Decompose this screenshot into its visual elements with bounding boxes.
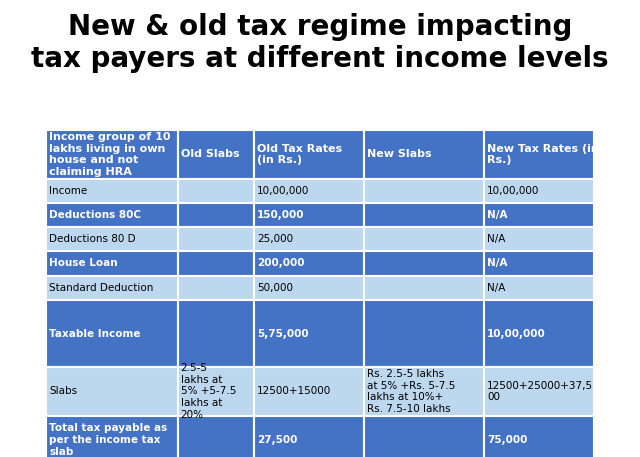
- Text: Slabs: Slabs: [49, 387, 77, 396]
- Text: New & old tax regime impacting
tax payers at different income levels: New & old tax regime impacting tax payer…: [31, 13, 609, 73]
- FancyBboxPatch shape: [364, 130, 484, 179]
- FancyBboxPatch shape: [484, 300, 594, 367]
- FancyBboxPatch shape: [46, 367, 178, 416]
- Text: Deductions 80C: Deductions 80C: [49, 210, 141, 220]
- FancyBboxPatch shape: [254, 130, 364, 179]
- FancyBboxPatch shape: [364, 276, 484, 300]
- FancyBboxPatch shape: [254, 300, 364, 367]
- FancyBboxPatch shape: [484, 276, 594, 300]
- FancyBboxPatch shape: [46, 251, 178, 276]
- FancyBboxPatch shape: [484, 203, 594, 227]
- Text: 10,00,000: 10,00,000: [487, 186, 540, 196]
- FancyBboxPatch shape: [254, 203, 364, 227]
- Text: 12500+25000+37,5
00: 12500+25000+37,5 00: [487, 381, 593, 402]
- FancyBboxPatch shape: [364, 227, 484, 251]
- Text: 2.5-5
lakhs at
5% +5-7.5
lakhs at
20%: 2.5-5 lakhs at 5% +5-7.5 lakhs at 20%: [180, 363, 236, 420]
- Text: Old Slabs: Old Slabs: [180, 149, 239, 159]
- Text: Income group of 10
lakhs living in own
house and not
claiming HRA: Income group of 10 lakhs living in own h…: [49, 132, 171, 177]
- Text: N/A: N/A: [487, 234, 506, 244]
- FancyBboxPatch shape: [364, 367, 484, 416]
- FancyBboxPatch shape: [254, 276, 364, 300]
- FancyBboxPatch shape: [484, 367, 594, 416]
- FancyBboxPatch shape: [484, 179, 594, 203]
- FancyBboxPatch shape: [178, 367, 254, 416]
- FancyBboxPatch shape: [178, 251, 254, 276]
- FancyBboxPatch shape: [46, 130, 594, 179]
- FancyBboxPatch shape: [46, 300, 178, 367]
- FancyBboxPatch shape: [46, 276, 178, 300]
- Text: Income: Income: [49, 186, 88, 196]
- Text: 27,500: 27,500: [257, 435, 298, 445]
- Text: House Loan: House Loan: [49, 259, 118, 269]
- FancyBboxPatch shape: [46, 416, 178, 457]
- Text: 50,000: 50,000: [257, 283, 293, 293]
- FancyBboxPatch shape: [484, 130, 594, 179]
- FancyBboxPatch shape: [484, 416, 594, 457]
- FancyBboxPatch shape: [178, 130, 254, 179]
- FancyBboxPatch shape: [254, 179, 364, 203]
- Text: Old Tax Rates
(in Rs.): Old Tax Rates (in Rs.): [257, 143, 342, 165]
- FancyBboxPatch shape: [46, 203, 178, 227]
- FancyBboxPatch shape: [364, 416, 484, 457]
- FancyBboxPatch shape: [178, 416, 254, 457]
- Text: Taxable Income: Taxable Income: [49, 329, 141, 339]
- Text: N/A: N/A: [487, 283, 506, 293]
- FancyBboxPatch shape: [46, 179, 178, 203]
- FancyBboxPatch shape: [364, 300, 484, 367]
- Text: 12500+15000: 12500+15000: [257, 387, 332, 396]
- Text: 10,00,000: 10,00,000: [257, 186, 310, 196]
- FancyBboxPatch shape: [254, 227, 364, 251]
- Text: New Tax Rates (in
Rs.): New Tax Rates (in Rs.): [487, 143, 598, 165]
- FancyBboxPatch shape: [178, 179, 254, 203]
- Text: Deductions 80 D: Deductions 80 D: [49, 234, 136, 244]
- Text: 10,00,000: 10,00,000: [487, 329, 546, 339]
- FancyBboxPatch shape: [254, 251, 364, 276]
- Text: 150,000: 150,000: [257, 210, 305, 220]
- FancyBboxPatch shape: [178, 276, 254, 300]
- Text: New Slabs: New Slabs: [367, 149, 431, 159]
- Text: Rs. 2.5-5 lakhs
at 5% +Rs. 5-7.5
lakhs at 10%+
Rs. 7.5-10 lakhs: Rs. 2.5-5 lakhs at 5% +Rs. 5-7.5 lakhs a…: [367, 369, 455, 414]
- FancyBboxPatch shape: [46, 130, 178, 179]
- Text: N/A: N/A: [487, 210, 508, 220]
- Text: N/A: N/A: [487, 259, 508, 269]
- FancyBboxPatch shape: [178, 227, 254, 251]
- Text: 75,000: 75,000: [487, 435, 527, 445]
- FancyBboxPatch shape: [364, 251, 484, 276]
- Text: 200,000: 200,000: [257, 259, 305, 269]
- FancyBboxPatch shape: [178, 300, 254, 367]
- Text: 5,75,000: 5,75,000: [257, 329, 308, 339]
- Text: Standard Deduction: Standard Deduction: [49, 283, 154, 293]
- Text: 25,000: 25,000: [257, 234, 293, 244]
- FancyBboxPatch shape: [178, 203, 254, 227]
- FancyBboxPatch shape: [364, 179, 484, 203]
- FancyBboxPatch shape: [254, 367, 364, 416]
- Text: Total tax payable as
per the income tax
slab: Total tax payable as per the income tax …: [49, 423, 168, 457]
- FancyBboxPatch shape: [364, 203, 484, 227]
- FancyBboxPatch shape: [484, 227, 594, 251]
- FancyBboxPatch shape: [46, 227, 178, 251]
- FancyBboxPatch shape: [254, 416, 364, 457]
- FancyBboxPatch shape: [484, 251, 594, 276]
